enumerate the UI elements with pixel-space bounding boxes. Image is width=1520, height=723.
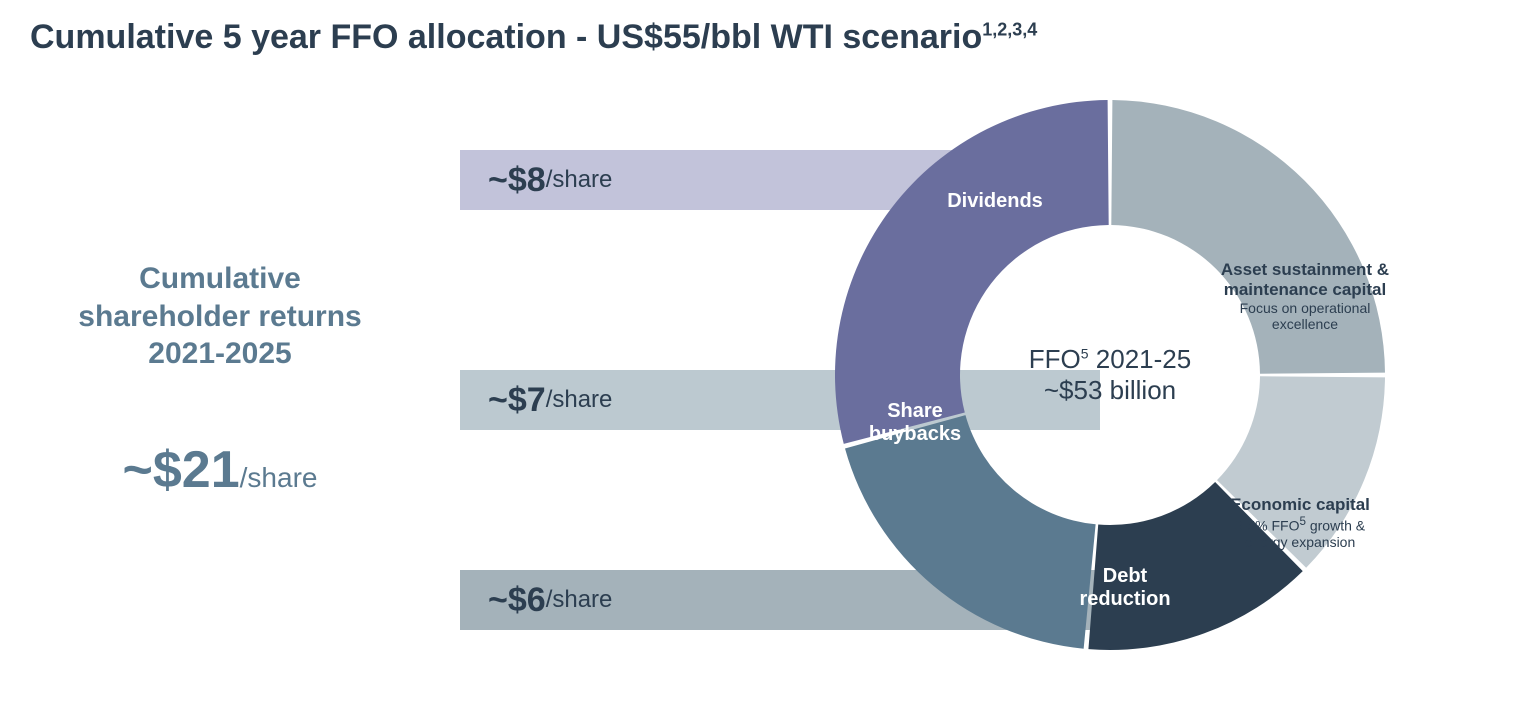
bar-unit: /share (546, 386, 613, 414)
left-total: ~$21/share (50, 440, 390, 500)
donut-slice-asset (1111, 100, 1385, 374)
bar-unit: /share (546, 586, 613, 614)
left-heading: Cumulative shareholder returns 2021-2025 (50, 260, 390, 373)
bar-value: ~$6 (488, 581, 546, 620)
bar-value: ~$7 (488, 381, 546, 420)
bar-unit: /share (546, 166, 613, 194)
left-total-unit: /share (240, 462, 318, 493)
left-total-value: ~$21 (123, 441, 240, 499)
donut-slice-buybacks (845, 415, 1096, 649)
donut-chart (830, 95, 1390, 655)
chart-title-text: Cumulative 5 year FFO allocation - US$55… (30, 18, 982, 56)
bar-value: ~$8 (488, 161, 546, 200)
chart-title-sup: 1,2,3,4 (982, 20, 1037, 40)
chart-title: Cumulative 5 year FFO allocation - US$55… (30, 18, 1037, 57)
donut-slice-dividends (835, 100, 1109, 444)
